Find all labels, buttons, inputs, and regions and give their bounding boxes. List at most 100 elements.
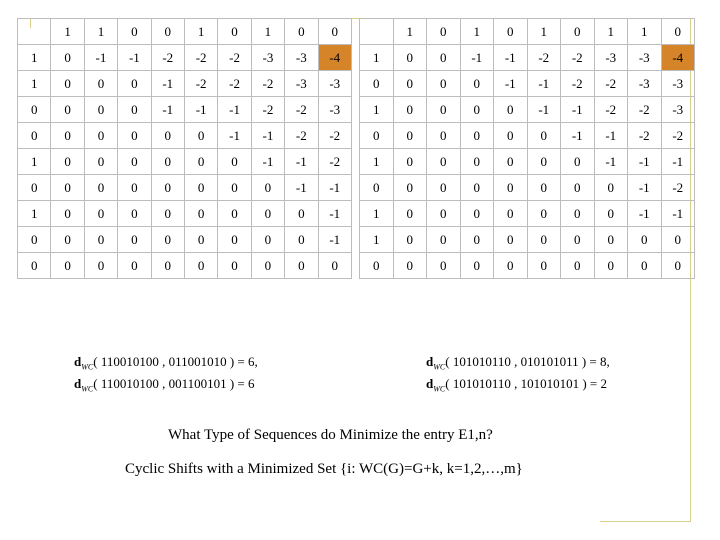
matrix-cell: 0	[284, 226, 319, 253]
matrix-cell: 0	[150, 226, 185, 253]
matrix-cell: -1	[627, 174, 662, 201]
right-distance-matrix: 1 0 1 0 1 0 1 1 0 1 0 0 -1 -1 -2 -2 -3 -3 -4 0 0 0 0 -1 -1 -2 -2 -3…	[359, 18, 695, 279]
matrix-cell: 0	[459, 122, 494, 149]
matrix-cell: -1	[627, 148, 662, 175]
row-header-cell: 0	[16, 96, 52, 123]
matrix-cell: 0	[50, 148, 85, 175]
column-header-cell: 1	[593, 18, 628, 45]
row-header-cell: 1	[359, 148, 394, 175]
column-header-cell: 0	[493, 18, 528, 45]
matrix-cell: -2	[183, 70, 219, 97]
matrix-row: 1 0 0 0 0 0 0 0 -1 -1	[359, 200, 695, 227]
matrix-cell: -1	[660, 200, 695, 227]
matrix-row: 1 0 0 0 0 0 0 -1 -1 -2	[16, 148, 353, 175]
matrix-cell: 0	[117, 70, 152, 97]
matrix-cell: 0	[250, 252, 286, 279]
row-header-cell: 0	[359, 70, 394, 97]
matrix-cell: -3	[284, 44, 319, 71]
matrix-cell: 0	[183, 226, 219, 253]
matrix-cell: -3	[317, 70, 353, 97]
matrix-corner-cell	[359, 18, 394, 45]
matrix-cell: -1	[526, 96, 561, 123]
matrix-cell: -2	[526, 44, 561, 71]
row-header-cell: 1	[359, 226, 394, 253]
matrix-row: 1 0 0 0 -1 -2 -2 -2 -3 -3	[16, 70, 353, 97]
column-header-cell: 0	[660, 18, 695, 45]
matrix-cell: 0	[493, 174, 528, 201]
row-header-cell: 1	[16, 200, 52, 227]
column-header-cell: 1	[50, 18, 85, 45]
matrix-cell: 0	[459, 200, 494, 227]
column-header-cell: 1	[627, 18, 662, 45]
matrix-cell: 0	[150, 200, 185, 227]
matrix-cell: 0	[117, 174, 152, 201]
matrix-cell: -3	[660, 96, 695, 123]
matrix-cell: 0	[593, 174, 628, 201]
matrix-cell: -1	[593, 148, 628, 175]
matrix-cell: -1	[627, 200, 662, 227]
matrix-cell: -2	[250, 70, 286, 97]
column-header-cell: 1	[183, 18, 219, 45]
matrix-cell: -1	[660, 148, 695, 175]
matrix-cell: -1	[83, 44, 119, 71]
decorative-bottom-rule	[600, 521, 691, 522]
matrix-cell: 0	[392, 44, 427, 71]
matrix-cell: -2	[560, 70, 595, 97]
matrix-cell: 0	[183, 200, 219, 227]
matrix-cell: 0	[493, 226, 528, 253]
matrix-cell: -1	[560, 96, 595, 123]
matrix-cell: 0	[50, 96, 85, 123]
matrix-row: 0 0 0 0 -1 -1 -1 -2 -2 -3	[16, 96, 353, 123]
matrix-cell: 0	[117, 148, 152, 175]
row-header-cell: 0	[359, 174, 394, 201]
matrix-corner-cell	[16, 18, 52, 45]
matrix-cell: 0	[83, 148, 119, 175]
highlighted-matrix-cell: -4	[660, 44, 695, 71]
matrix-cell: 0	[50, 174, 85, 201]
matrix-cell: -1	[250, 148, 286, 175]
matrix-cell: -1	[284, 174, 319, 201]
matrix-cell: 0	[217, 226, 252, 253]
matrix-cell: -1	[183, 96, 219, 123]
matrix-cell: 0	[150, 122, 185, 149]
matrix-cell: 0	[459, 252, 494, 279]
left-distance-matrix: 1 1 0 0 1 0 1 0 0 1 0 -1 -1 -2 -2 -2 -3 -3 -4 1 0 0 0 -1 -2 -2 -2-…	[16, 18, 353, 279]
matrix-cell: -2	[317, 122, 353, 149]
matrix-cell: 0	[50, 70, 85, 97]
matrix-cell: -1	[560, 122, 595, 149]
column-header-cell: 1	[526, 18, 561, 45]
matrix-row: 0 0 0 0 0 0 0 0 0 -1	[16, 226, 353, 253]
matrix-cell: 0	[250, 200, 286, 227]
matrix-cell: -3	[250, 44, 286, 71]
matrix-cell: 0	[426, 148, 461, 175]
column-header-cell: 1	[250, 18, 286, 45]
matrix-cell: -1	[217, 96, 252, 123]
row-header-cell: 1	[359, 44, 394, 71]
matrix-cell: 0	[250, 226, 286, 253]
matrix-row: 0 0 0 0 0 0 0 0 -1 -1	[16, 174, 353, 201]
matrix-cell: -1	[317, 226, 353, 253]
matrix-cell: 0	[560, 252, 595, 279]
row-header-cell: 0	[16, 226, 52, 253]
matrix-cell: 0	[50, 200, 85, 227]
matrix-cell: 0	[560, 174, 595, 201]
question-text: What Type of Sequences do Minimize the e…	[168, 427, 493, 443]
matrix-cell: 0	[317, 252, 353, 279]
matrix-cell: 0	[426, 174, 461, 201]
matrix-cell: 0	[183, 174, 219, 201]
right-distance-formula-1: dWC( 101010110 , 010101011 ) = 8,	[426, 354, 610, 372]
matrix-cell: 0	[217, 252, 252, 279]
column-header-cell: 0	[117, 18, 152, 45]
matrix-cell: 0	[526, 174, 561, 201]
matrix-cell: -2	[150, 44, 185, 71]
matrix-row: 1 0 0 -1 -1 -2 -2 -3 -3 -4	[359, 44, 695, 71]
matrix-cell: -2	[250, 96, 286, 123]
column-header-cell: 1	[392, 18, 427, 45]
matrix-cell: 0	[183, 252, 219, 279]
matrix-cell: -3	[627, 70, 662, 97]
matrix-cell: 0	[250, 174, 286, 201]
matrix-cell: -1	[217, 122, 252, 149]
matrix-cell: -3	[284, 70, 319, 97]
